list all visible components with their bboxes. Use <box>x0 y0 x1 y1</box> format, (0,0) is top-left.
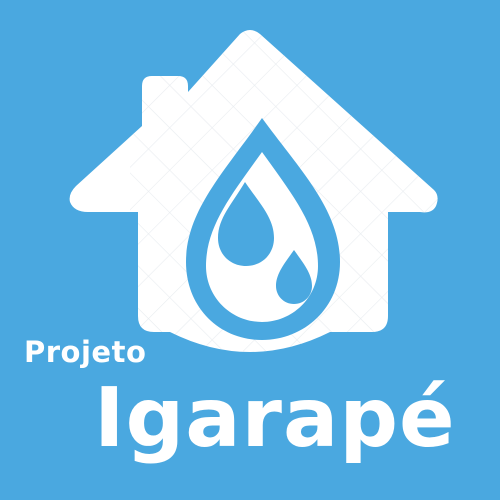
brand-prefix: Projeto <box>24 335 147 369</box>
brand-name: Igarapé <box>94 371 456 466</box>
droplets-icon <box>218 182 312 304</box>
